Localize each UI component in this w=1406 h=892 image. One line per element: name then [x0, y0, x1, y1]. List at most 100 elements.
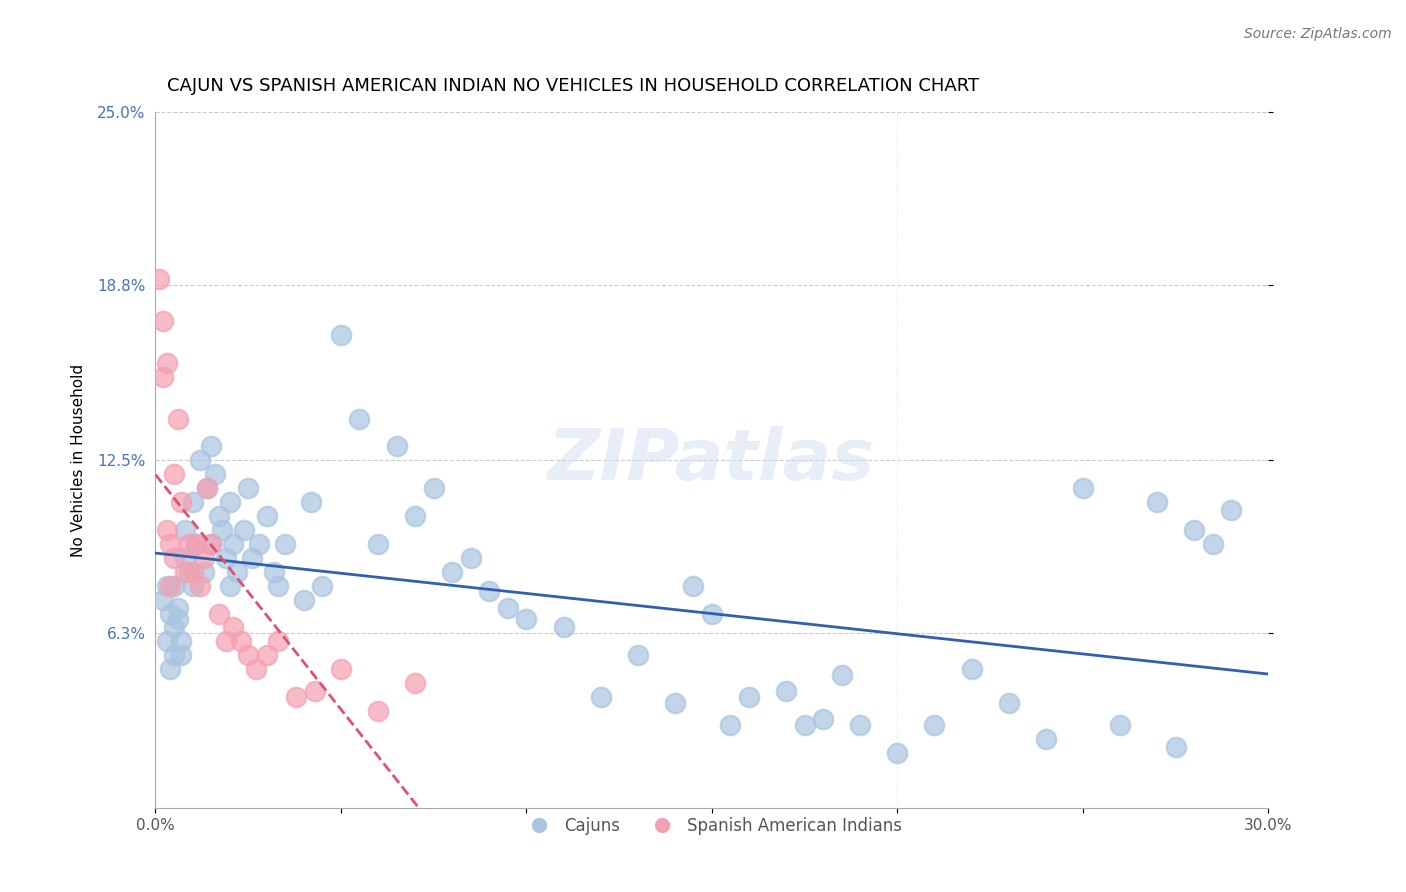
Point	[174, 550, 197, 565]
Point	[1035, 731, 1057, 746]
Point	[159, 607, 181, 621]
Point	[460, 550, 482, 565]
Point	[256, 509, 278, 524]
Point	[404, 676, 426, 690]
Point	[155, 579, 177, 593]
Point	[181, 495, 204, 509]
Point	[738, 690, 761, 704]
Point	[682, 579, 704, 593]
Point	[163, 550, 186, 565]
Point	[349, 411, 371, 425]
Point	[267, 579, 290, 593]
Point	[233, 523, 256, 537]
Point	[311, 579, 333, 593]
Point	[238, 648, 260, 663]
Point	[589, 690, 612, 704]
Point	[256, 648, 278, 663]
Point	[720, 718, 742, 732]
Point	[924, 718, 946, 732]
Y-axis label: No Vehicles in Household: No Vehicles in Household	[72, 364, 86, 557]
Point	[188, 453, 211, 467]
Point	[367, 704, 389, 718]
Point	[177, 537, 200, 551]
Point	[849, 718, 872, 732]
Legend: Cajuns, Spanish American Indians: Cajuns, Spanish American Indians	[516, 811, 908, 842]
Point	[200, 439, 222, 453]
Point	[152, 592, 174, 607]
Point	[831, 667, 853, 681]
Point	[238, 481, 260, 495]
Point	[1071, 481, 1094, 495]
Point	[226, 565, 249, 579]
Point	[163, 467, 186, 482]
Point	[193, 550, 215, 565]
Point	[155, 634, 177, 648]
Point	[515, 612, 537, 626]
Point	[299, 495, 322, 509]
Point	[627, 648, 650, 663]
Point	[367, 537, 389, 551]
Point	[200, 537, 222, 551]
Point	[886, 746, 908, 760]
Point	[247, 537, 270, 551]
Point	[170, 495, 193, 509]
Point	[188, 579, 211, 593]
Point	[174, 565, 197, 579]
Point	[1146, 495, 1168, 509]
Point	[200, 537, 222, 551]
Point	[193, 565, 215, 579]
Point	[553, 620, 575, 634]
Point	[163, 648, 186, 663]
Point	[1164, 740, 1187, 755]
Point	[155, 356, 177, 370]
Text: Source: ZipAtlas.com: Source: ZipAtlas.com	[1244, 27, 1392, 41]
Point	[170, 634, 193, 648]
Point	[285, 690, 308, 704]
Point	[222, 620, 245, 634]
Point	[274, 537, 297, 551]
Point	[207, 509, 229, 524]
Point	[181, 579, 204, 593]
Point	[441, 565, 464, 579]
Point	[166, 612, 188, 626]
Point	[186, 537, 208, 551]
Point	[155, 523, 177, 537]
Point	[211, 523, 233, 537]
Point	[1202, 537, 1225, 551]
Point	[664, 696, 686, 710]
Point	[177, 565, 200, 579]
Point	[148, 272, 170, 286]
Text: CAJUN VS SPANISH AMERICAN INDIAN NO VEHICLES IN HOUSEHOLD CORRELATION CHART: CAJUN VS SPANISH AMERICAN INDIAN NO VEHI…	[166, 78, 979, 95]
Point	[229, 634, 252, 648]
Point	[186, 537, 208, 551]
Point	[163, 620, 186, 634]
Point	[152, 314, 174, 328]
Point	[404, 509, 426, 524]
Point	[292, 592, 315, 607]
Point	[166, 601, 188, 615]
Point	[478, 584, 501, 599]
Point	[215, 550, 238, 565]
Point	[195, 481, 218, 495]
Point	[422, 481, 444, 495]
Point	[195, 481, 218, 495]
Point	[329, 328, 352, 343]
Point	[181, 565, 204, 579]
Point	[1220, 503, 1243, 517]
Text: ZIPatlas: ZIPatlas	[548, 425, 876, 495]
Point	[152, 369, 174, 384]
Point	[163, 579, 186, 593]
Point	[304, 684, 326, 698]
Point	[174, 523, 197, 537]
Point	[997, 696, 1019, 710]
Point	[170, 648, 193, 663]
Point	[775, 684, 797, 698]
Point	[267, 634, 290, 648]
Point	[218, 579, 240, 593]
Point	[159, 579, 181, 593]
Point	[207, 607, 229, 621]
Point	[793, 718, 815, 732]
Point	[700, 607, 723, 621]
Point	[166, 411, 188, 425]
Point	[1182, 523, 1205, 537]
